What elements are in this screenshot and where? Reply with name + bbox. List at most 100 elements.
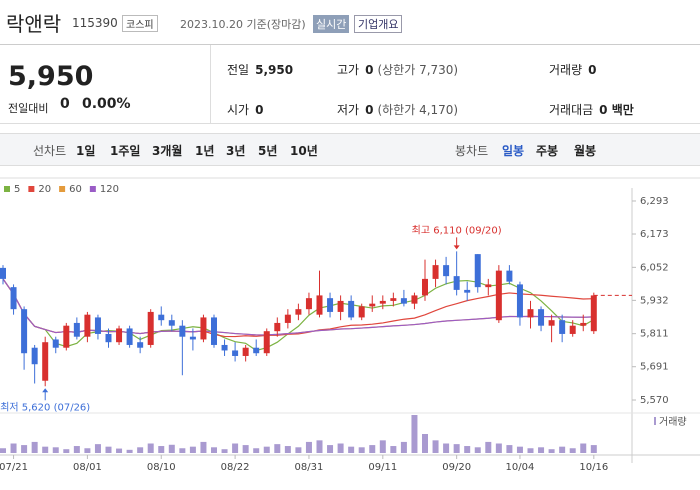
tab[interactable]: 일봉 <box>502 144 525 158</box>
volume-bar <box>94 444 101 453</box>
candle-body <box>295 309 302 315</box>
volume-bar <box>358 447 365 453</box>
y-tick-label: 6,173 <box>640 229 669 240</box>
moving-average <box>2 278 594 336</box>
volume-bar <box>0 448 6 453</box>
candle-body <box>495 270 502 321</box>
candle-body <box>189 336 196 340</box>
candle-body <box>516 284 523 318</box>
candle-body <box>369 303 376 307</box>
volume-bar <box>295 447 302 453</box>
candle-body <box>432 265 439 279</box>
tab[interactable]: 월봉 <box>574 144 597 158</box>
tab[interactable]: 5년 <box>258 144 278 158</box>
x-tick-label: 08/22 <box>221 462 250 473</box>
candle-body <box>73 322 80 337</box>
volume-bar <box>559 446 566 453</box>
candle-body <box>94 317 101 334</box>
candle-body <box>506 270 513 282</box>
volume-bar <box>189 446 196 453</box>
volume-bar <box>432 440 439 453</box>
tab[interactable]: 주봉 <box>536 144 559 158</box>
candle-body <box>200 317 207 340</box>
legend-swatch <box>28 186 35 192</box>
x-tick-label: 08/31 <box>295 462 324 473</box>
candle-body <box>179 325 186 337</box>
x-tick-label: 10/16 <box>579 462 608 473</box>
volume-bar <box>316 440 323 453</box>
volume-bar <box>337 443 344 453</box>
volume-bar <box>168 444 175 453</box>
stat-note: (상한가 7,730) <box>377 63 459 77</box>
stat-value: 0 <box>365 103 374 117</box>
volume-bar <box>495 443 502 453</box>
volume-bar <box>10 443 17 453</box>
candle-body <box>137 342 144 348</box>
stock-name: 락앤락 <box>6 12 62 36</box>
tab[interactable]: 3년 <box>226 144 246 158</box>
volume-bar <box>211 447 217 453</box>
tab[interactable]: 10년 <box>290 144 318 158</box>
candle-body <box>464 289 471 293</box>
candle-body <box>242 347 249 356</box>
annotation-arrowhead <box>42 388 49 393</box>
volume-bar <box>221 449 228 453</box>
volume-bar <box>200 441 207 453</box>
stock-code: 115390 <box>72 16 118 30</box>
candle-body <box>232 350 239 356</box>
x-tick-label: 09/11 <box>368 462 397 473</box>
y-tick-label: 6,052 <box>640 262 669 273</box>
candle-body <box>379 300 386 304</box>
legend-label: 60 <box>69 184 82 195</box>
tab[interactable]: 1년 <box>195 144 215 158</box>
legend-label: 120 <box>100 184 119 195</box>
candle-body <box>305 298 312 310</box>
stat: 시가 0 <box>227 101 263 118</box>
volume-bar <box>42 446 49 453</box>
candle-body <box>0 267 6 279</box>
volume-bar <box>126 449 133 453</box>
change: 0 <box>60 96 70 112</box>
candle-body <box>348 300 355 318</box>
volume-bar <box>474 447 481 453</box>
stat-label: 시가 <box>227 103 250 117</box>
y-tick-label: 5,811 <box>640 329 669 340</box>
volume-bar <box>516 446 523 453</box>
stat-value: 0 <box>255 103 264 117</box>
candle-body <box>411 295 418 304</box>
volume-bar <box>263 446 270 453</box>
candle-body <box>31 347 38 365</box>
legend-swatch <box>89 186 96 192</box>
volume-bar <box>590 445 597 453</box>
tab-label: 봉차트 <box>455 144 489 158</box>
volume-legend-swatch <box>654 417 656 425</box>
stat-label: 거래대금 <box>549 103 594 117</box>
volume-bar <box>105 446 112 453</box>
volume-bar <box>242 445 249 453</box>
volume-bar <box>305 441 312 453</box>
tab[interactable]: 3개월 <box>152 144 183 158</box>
candle-body <box>358 306 365 318</box>
tab-label: 선차트 <box>33 144 67 158</box>
volume-bar <box>348 446 355 453</box>
candle-body <box>84 314 91 337</box>
candle-body <box>453 276 460 290</box>
x-tick-label: 10/04 <box>506 462 535 473</box>
candle-body <box>221 344 228 351</box>
volume-bar <box>137 447 144 453</box>
volume-bar <box>284 446 291 453</box>
candle-body <box>126 328 133 345</box>
tabs: 선차트 1일 1주일 3개월 1년 3년 5년 10년 봉차트 일봉 주봉 월봉 <box>0 133 700 166</box>
tab[interactable]: 1주일 <box>110 144 141 158</box>
company-info-button[interactable]: 기업개요 <box>354 15 403 33</box>
x-tick-label: 07/21 <box>0 462 28 473</box>
y-tick-label: 5,691 <box>640 362 669 373</box>
tab[interactable]: 1일 <box>76 144 96 158</box>
candle-body <box>569 325 576 334</box>
realtime-button[interactable]: 실시간 <box>313 15 350 33</box>
volume-bar <box>253 448 260 453</box>
volume-bar <box>569 448 576 453</box>
candle-body <box>21 309 28 354</box>
annotation: 최고 6,110 (09/20) <box>412 224 502 236</box>
candle-body <box>527 309 534 318</box>
